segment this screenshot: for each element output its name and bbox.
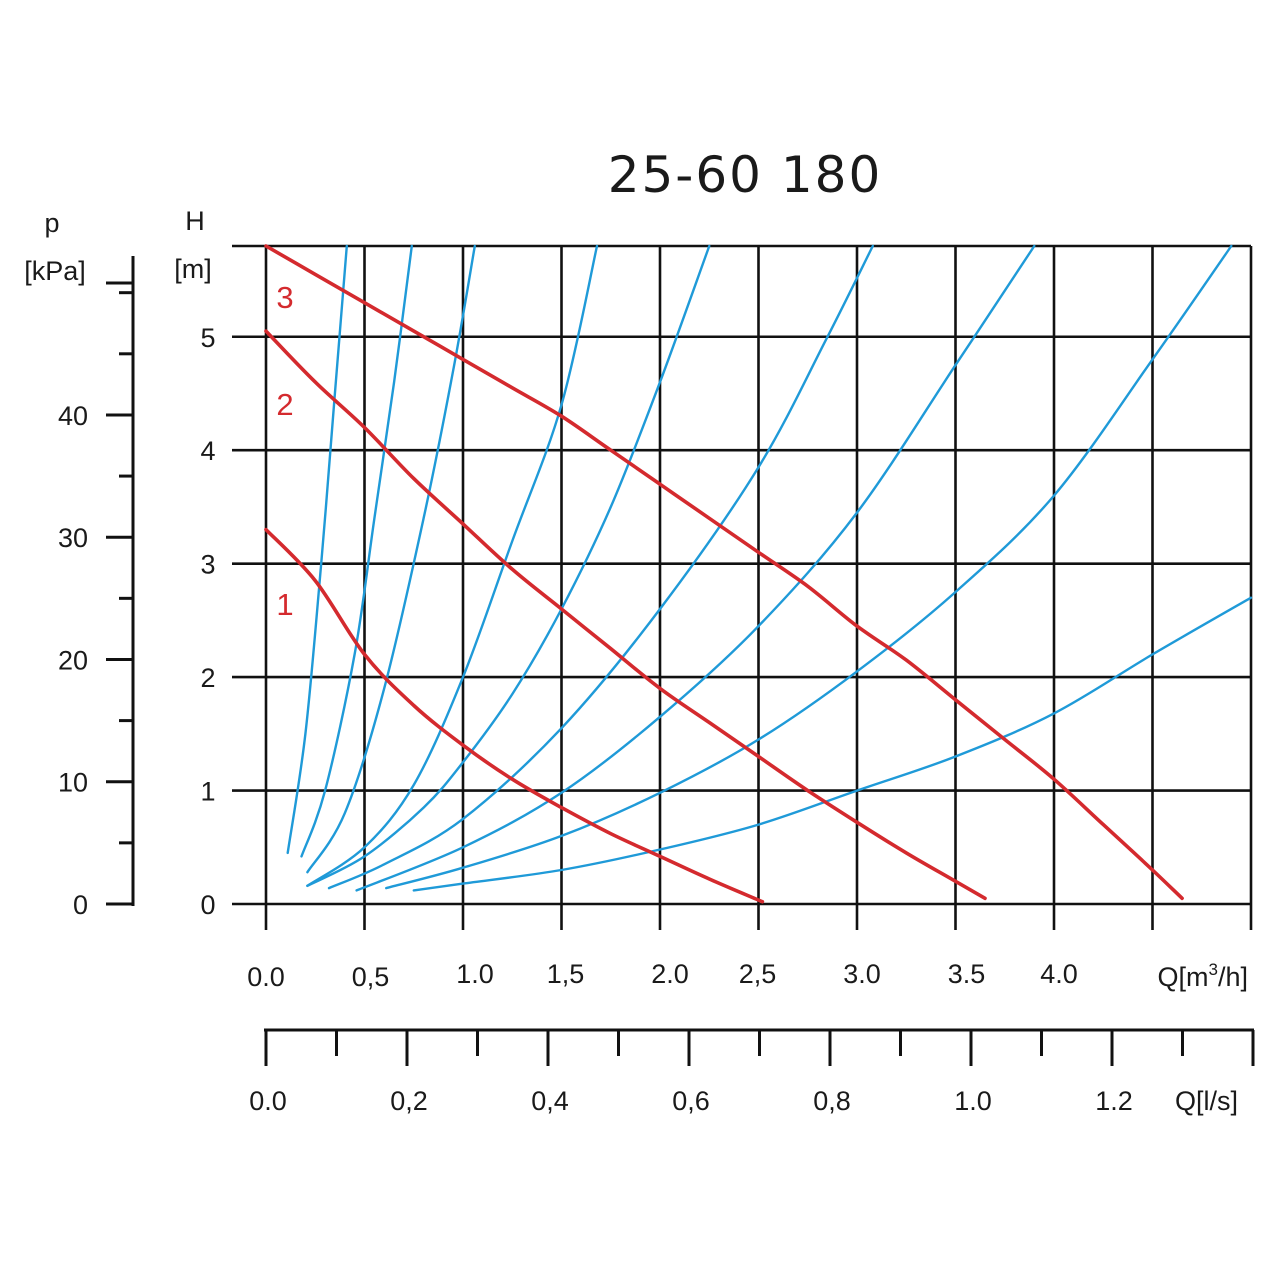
x-axis-flow-m3h-tick-label: 1,5	[547, 959, 585, 989]
x-axis-flow-ls-tick-label: 1.0	[954, 1086, 992, 1116]
x-axis-flow-ls: Q[l/s] 0.0 0,2 0,4 0,6 0,8 1.0 1.2	[249, 1028, 1255, 1116]
y-axis-head-tick-label: 3	[200, 550, 215, 580]
system-curve-7	[355, 244, 1036, 892]
x-axis-flow-ls-label: Q[l/s]	[1175, 1086, 1238, 1116]
x-axis-flow-m3h-tick-label: 3.0	[843, 959, 881, 989]
x-axis-flow-m3h-tick-label: 3.5	[948, 959, 986, 989]
y-axis-pressure-tick-label: 40	[58, 401, 88, 431]
x-axis-flow-m3h-tick-label: 0,5	[352, 962, 390, 992]
x-axis-flow-m3h-tick-label: 2,5	[739, 959, 777, 989]
y-axis-pressure-tick-label: 0	[73, 890, 88, 920]
pump-curve-label-2: 2	[276, 387, 293, 422]
pump-curve-label-3: 3	[276, 280, 293, 315]
y-axis-pressure-tick-label: 10	[58, 768, 88, 798]
y-axis-head-tick-label: 1	[200, 777, 215, 807]
x-axis-flow-m3h-tick-label: 2.0	[651, 959, 689, 989]
pump-curves: 1 2 3	[264, 244, 1184, 904]
x-axis-flow-m3h: Q[m3/h] 0.0 0,5 1.0 1,5 2.0 2,5 3.0 3.5 4.0	[247, 959, 1248, 992]
system-curve-6	[327, 244, 874, 890]
y-axis-head-tick-label: 2	[200, 663, 215, 693]
x-axis-flow-ls-tick-label: 0,2	[390, 1086, 428, 1116]
y-axis-pressure-label-line2: [kPa]	[24, 256, 86, 286]
x-axis-flow-ls-tick-label: 0,8	[813, 1086, 851, 1116]
y-axis-pressure-tick-label: 30	[58, 523, 88, 553]
pump-curve-3	[264, 244, 1184, 901]
x-axis-flow-ls-tick-label: 0,6	[672, 1086, 710, 1116]
y-axis-head-tick-label: 0	[200, 890, 215, 920]
x-axis-flow-m3h-tick-label: 4.0	[1040, 959, 1078, 989]
y-axis-head-tick-label: 5	[200, 323, 215, 353]
system-curve-8	[385, 244, 1233, 890]
x-axis-flow-ls-tick-label: 0,4	[531, 1086, 569, 1116]
x-axis-flow-ls-tick-label: 1.2	[1095, 1086, 1133, 1116]
system-curve-1	[286, 244, 348, 855]
pump-curve-label-1: 1	[276, 587, 293, 622]
y-axis-head-label-line1: H	[185, 206, 205, 236]
system-curve-2	[300, 244, 413, 858]
x-axis-flow-m3h-tick-label: 1.0	[456, 959, 494, 989]
y-axis-pressure-label-line1: p	[44, 208, 59, 238]
chart-title: 25-60 180	[608, 146, 883, 204]
y-axis-pressure-tick-label: 20	[58, 645, 88, 675]
system-curve-5	[306, 244, 711, 887]
y-axis-head: H [m] 0 1 2 3 4 5	[174, 206, 215, 920]
pump-curve-1	[264, 527, 765, 904]
x-axis-flow-ls-tick-label: 0.0	[249, 1086, 287, 1116]
y-axis-head-label-line2: [m]	[174, 254, 212, 284]
y-axis-head-tick-label: 4	[200, 436, 215, 466]
x-axis-flow-m3h-label: Q[m3/h]	[1158, 960, 1249, 992]
x-axis-flow-m3h-tick-label: 0.0	[247, 962, 285, 992]
grid	[232, 244, 1253, 930]
y-axis-pressure: p [kPa] 0 10 20 30 40	[24, 208, 135, 920]
system-curve-4	[306, 244, 599, 887]
pump-curve-2	[264, 329, 987, 901]
